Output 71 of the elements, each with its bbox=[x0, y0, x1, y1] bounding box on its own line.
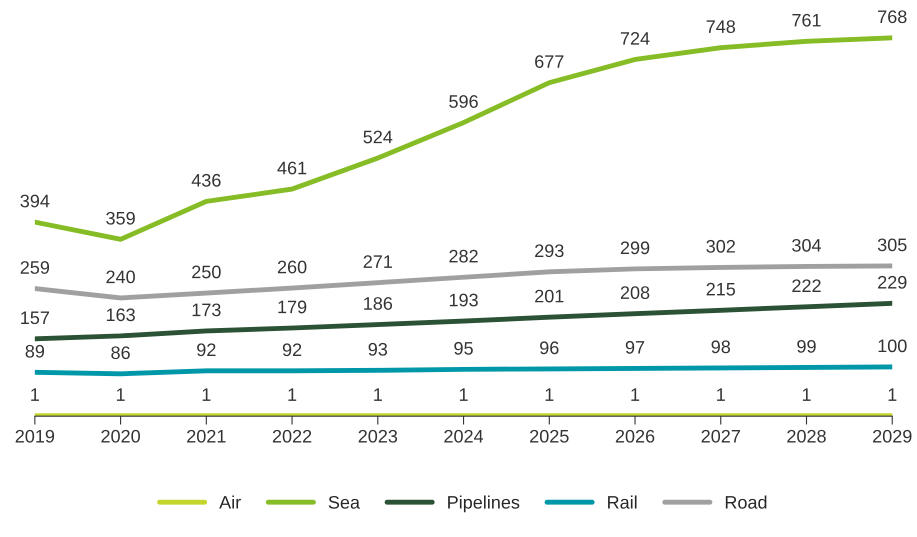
data-label: 157 bbox=[21, 312, 50, 324]
x-tick-label: 2020 bbox=[101, 430, 140, 443]
data-label: 92 bbox=[282, 343, 302, 356]
data-label: 394 bbox=[20, 194, 50, 208]
data-label: 240 bbox=[106, 270, 135, 284]
data-label: 215 bbox=[706, 282, 736, 296]
data-label: 1 bbox=[546, 388, 554, 401]
x-tick-label: 2025 bbox=[530, 430, 569, 443]
x-tick-label: 2022 bbox=[272, 430, 312, 443]
legend-label: Pipelines bbox=[448, 495, 520, 512]
data-label: 359 bbox=[106, 212, 135, 225]
data-label: 179 bbox=[278, 300, 306, 314]
data-label: 1 bbox=[202, 388, 210, 401]
data-label: 1 bbox=[888, 388, 896, 401]
data-label: 193 bbox=[450, 294, 478, 306]
data-label: 99 bbox=[797, 340, 816, 353]
data-label: 92 bbox=[197, 343, 216, 356]
data-label: 86 bbox=[111, 346, 130, 360]
data-label: 1 bbox=[374, 388, 382, 401]
data-label: 97 bbox=[626, 340, 644, 354]
legend-label: Sea bbox=[328, 496, 360, 509]
data-label: 461 bbox=[277, 162, 306, 174]
data-label: 436 bbox=[192, 174, 221, 187]
data-label: 748 bbox=[706, 20, 736, 34]
data-label: 173 bbox=[192, 303, 221, 316]
data-label: 100 bbox=[878, 339, 907, 352]
data-label: 304 bbox=[792, 238, 822, 252]
data-label: 208 bbox=[620, 286, 650, 300]
data-label: 305 bbox=[878, 238, 907, 252]
data-label: 596 bbox=[449, 95, 478, 108]
data-label: 163 bbox=[106, 308, 135, 322]
data-label: 724 bbox=[620, 32, 650, 45]
data-label: 201 bbox=[535, 290, 564, 302]
data-label: 293 bbox=[535, 244, 564, 258]
data-label: 282 bbox=[449, 250, 478, 263]
data-label: 95 bbox=[454, 342, 473, 355]
x-tick-label: 2027 bbox=[702, 430, 740, 443]
data-label: 96 bbox=[540, 341, 559, 354]
data-label: 299 bbox=[620, 241, 650, 254]
data-label: 271 bbox=[364, 255, 392, 268]
data-label: 250 bbox=[192, 266, 221, 278]
data-label: 222 bbox=[792, 279, 821, 292]
legend-label: Air bbox=[219, 495, 241, 509]
x-tick-label: 2021 bbox=[187, 430, 226, 443]
data-label: 98 bbox=[712, 340, 730, 354]
data-label: 1 bbox=[288, 388, 296, 401]
data-label: 1 bbox=[460, 388, 468, 401]
x-tick-label: 2019 bbox=[16, 430, 54, 443]
data-label: 761 bbox=[792, 14, 821, 27]
data-label: 1 bbox=[717, 388, 725, 401]
data-label: 1 bbox=[631, 388, 640, 401]
data-label: 302 bbox=[706, 240, 735, 253]
data-label: 229 bbox=[878, 276, 906, 289]
data-label: 524 bbox=[363, 130, 392, 144]
data-label: 259 bbox=[20, 261, 50, 274]
data-label: 186 bbox=[364, 297, 392, 310]
data-label: 677 bbox=[535, 55, 564, 68]
legend-label: Road bbox=[726, 495, 766, 509]
x-tick-label: 2024 bbox=[444, 430, 484, 443]
x-tick-label: 2023 bbox=[358, 430, 398, 443]
legend-label: Rail bbox=[608, 495, 636, 509]
data-label: 260 bbox=[278, 260, 306, 274]
x-tick-label: 2028 bbox=[787, 430, 826, 443]
x-tick-label: 2026 bbox=[616, 430, 654, 443]
data-label: 1 bbox=[116, 388, 125, 401]
data-label: 1 bbox=[31, 388, 39, 401]
data-label: 1 bbox=[802, 388, 811, 401]
data-label: 89 bbox=[26, 344, 44, 358]
x-tick-label: 2029 bbox=[873, 430, 912, 443]
data-label: 768 bbox=[878, 10, 907, 24]
data-label: 93 bbox=[368, 342, 388, 356]
